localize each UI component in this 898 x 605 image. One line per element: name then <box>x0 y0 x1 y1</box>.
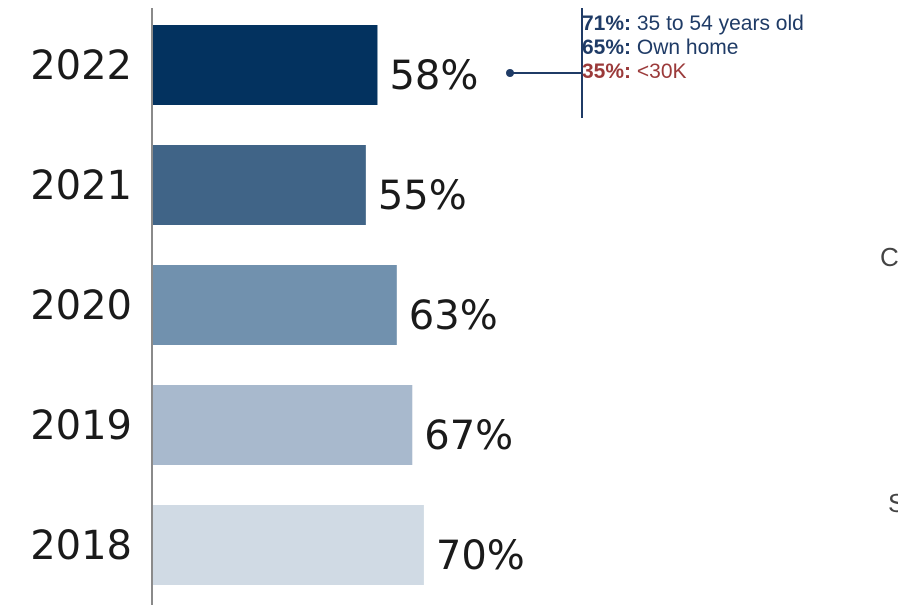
bar-2022 <box>153 25 378 105</box>
edge-text-1: C <box>880 242 898 272</box>
callout-pct-3: 35%: <box>582 60 632 83</box>
callout-line-2: 65%: Own home <box>582 36 898 60</box>
value-label-2020: 63% <box>409 293 498 339</box>
callout-line-3: 35%: <30K <box>582 60 898 84</box>
category-label-2018: 2018 <box>30 523 132 569</box>
callout-text-2: Own home <box>636 36 739 59</box>
callout-text-1: 35 to 54 years old <box>636 12 804 35</box>
category-label-2021: 2021 <box>30 163 132 209</box>
category-label-2022: 2022 <box>30 43 132 89</box>
bar-2021 <box>153 145 366 225</box>
bar-2018 <box>153 505 424 585</box>
bar-2019 <box>153 385 413 465</box>
value-label-2022: 58% <box>389 53 478 99</box>
callout-text-3: <30K <box>636 60 687 83</box>
edge-text-2: S <box>888 488 898 518</box>
callout-line-1: 71%: 35 to 54 years old <box>582 12 898 36</box>
value-label-2018: 70% <box>436 533 525 579</box>
callout-box: 71%: 35 to 54 years old 65%: Own home 35… <box>582 12 898 84</box>
callout-pct-1: 71%: <box>582 12 632 35</box>
value-label-2021: 55% <box>378 173 467 219</box>
category-label-2020: 2020 <box>30 283 132 329</box>
bar-2020 <box>153 265 397 345</box>
callout-pct-2: 65%: <box>582 36 632 59</box>
value-label-2019: 67% <box>424 413 513 459</box>
category-label-2019: 2019 <box>30 403 132 449</box>
